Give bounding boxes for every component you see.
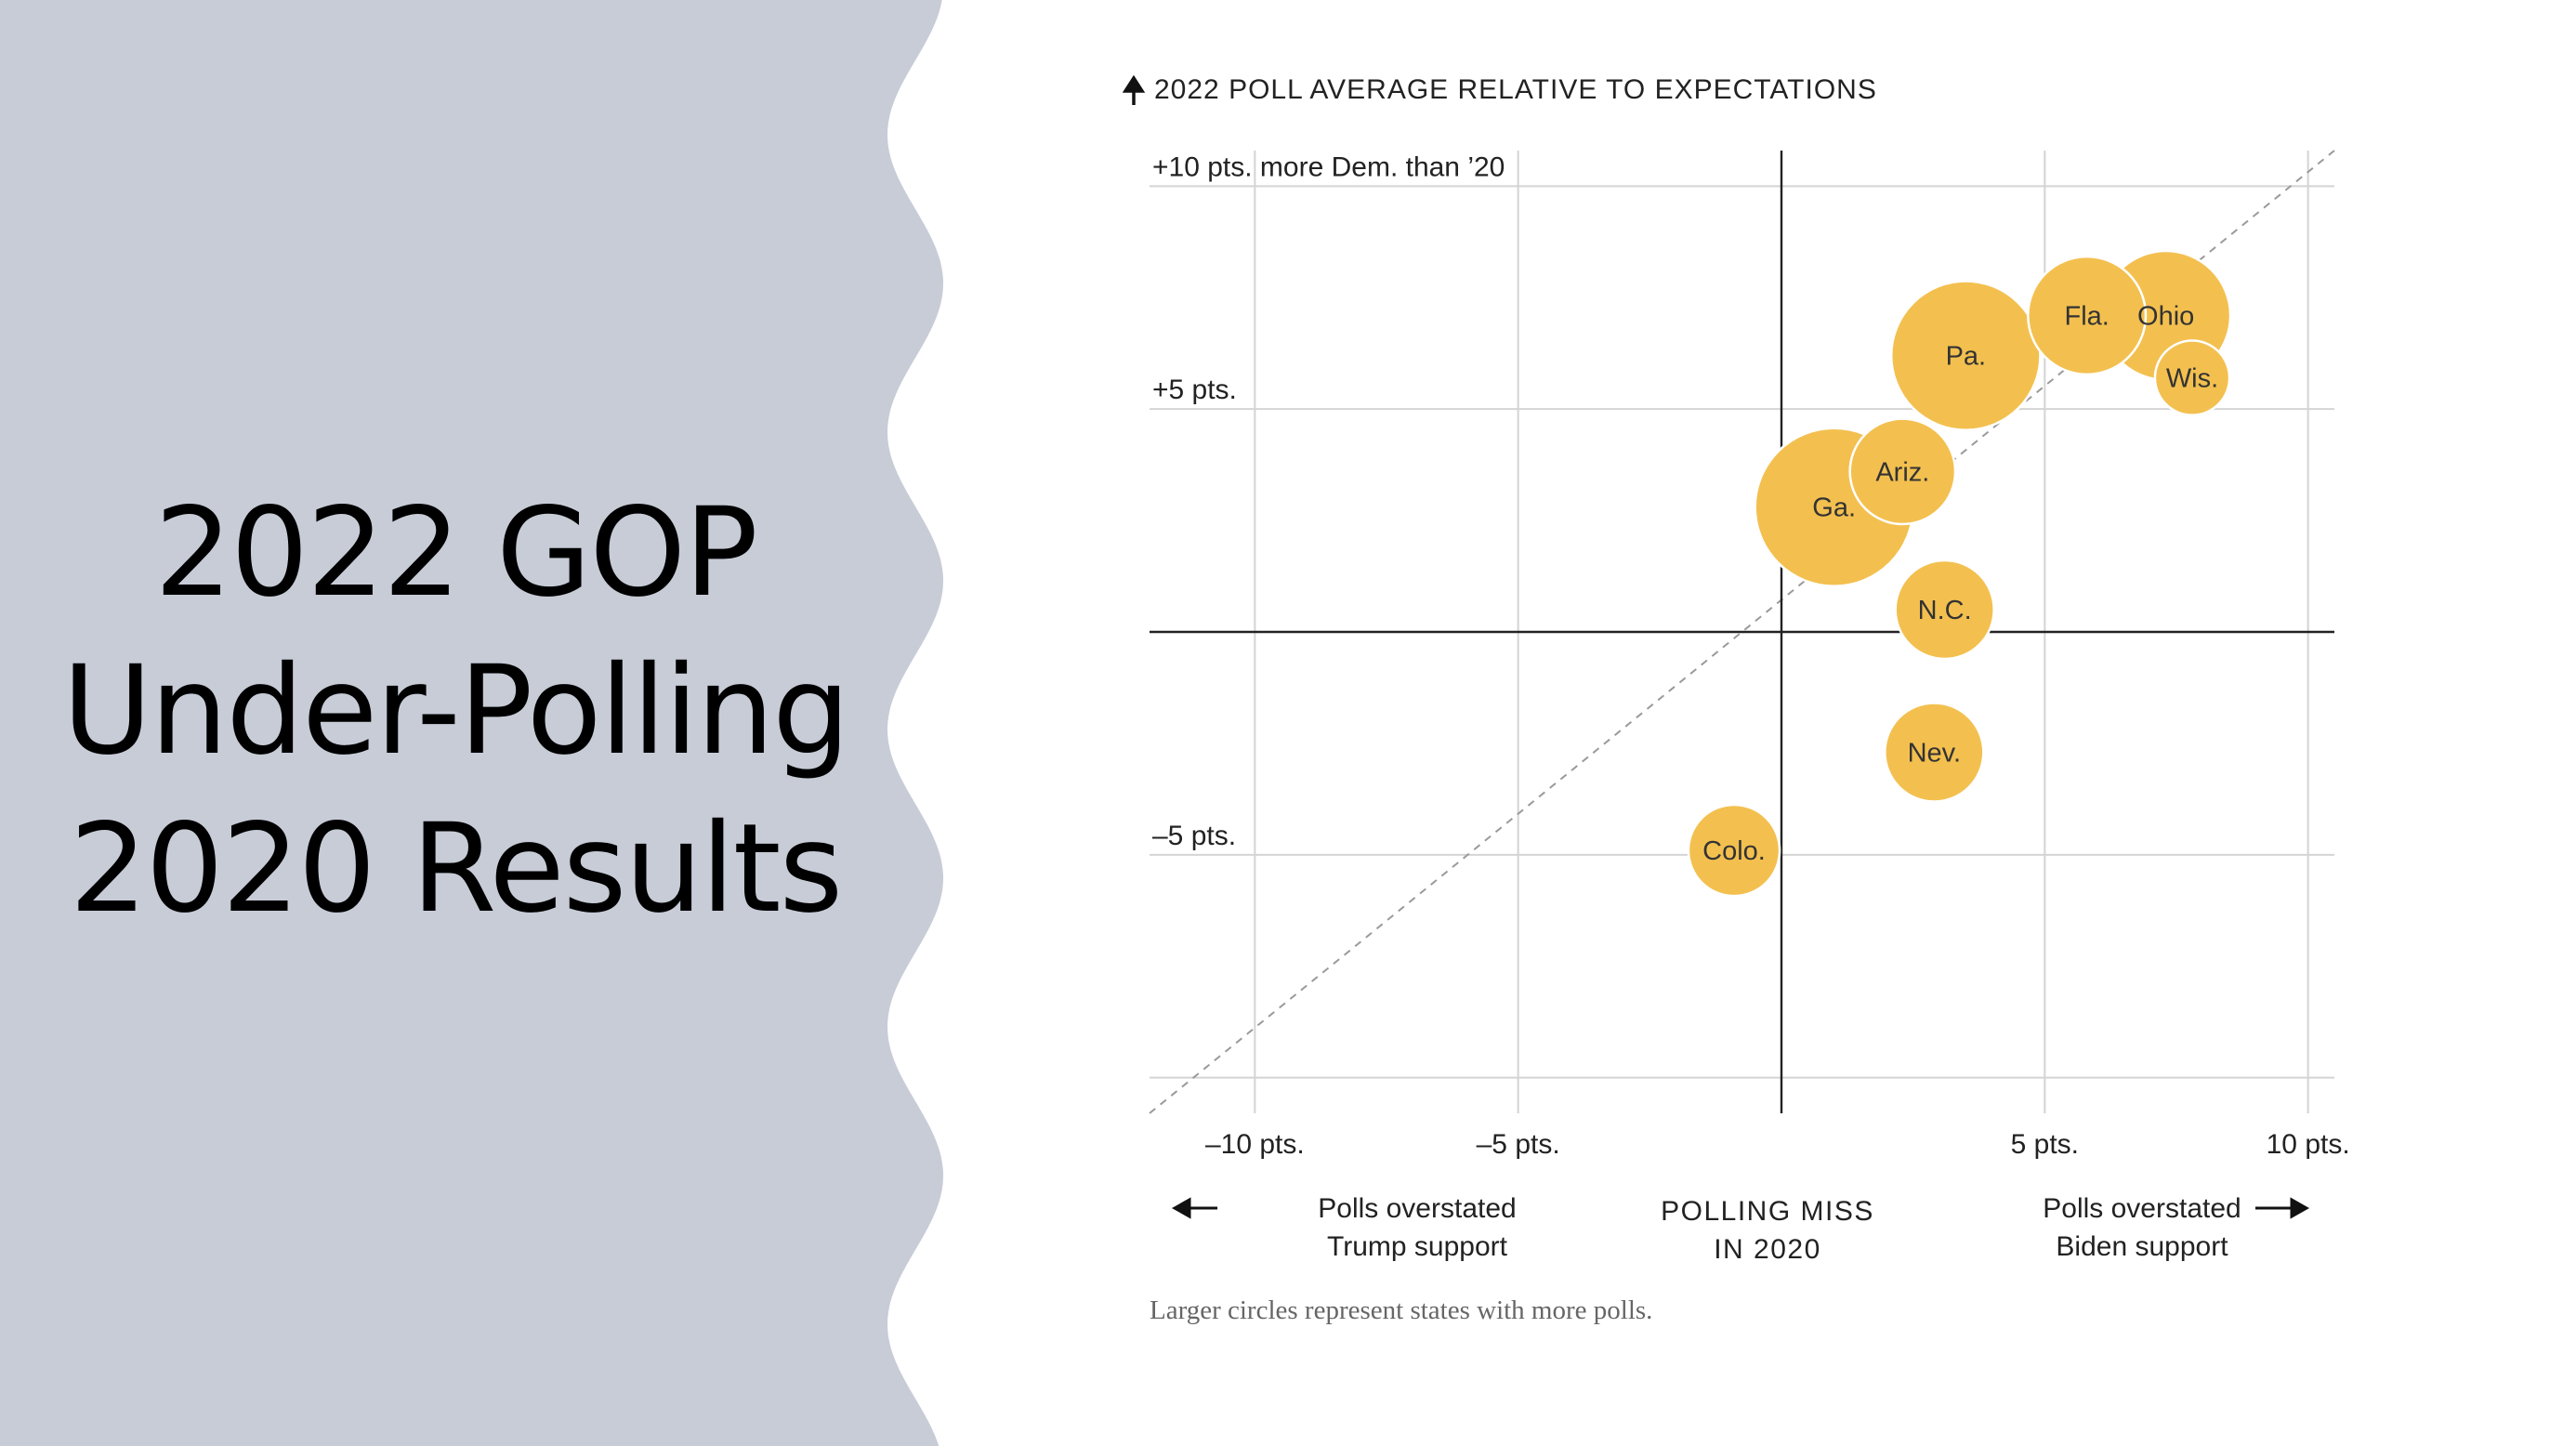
bubble-point (2153, 339, 2231, 416)
bubble-label: Colo. (1702, 836, 1766, 866)
x-annotation-left: Polls overstated Trump support (1171, 1193, 1517, 1262)
slide-title-line-3: 2020 Results (69, 797, 844, 940)
bubble-label: Wis. (2166, 364, 2218, 394)
slide-title: 2022 GOP Under-Polling 2020 Results (0, 474, 911, 948)
bubble-point (1884, 702, 1985, 803)
bubble-point (1848, 417, 1957, 526)
y-tick-label: –5 pts. (1152, 821, 1236, 851)
bubble-label: Pa. (1946, 342, 1987, 372)
up-arrow-icon (1122, 74, 1146, 105)
left-panel-background (0, 0, 943, 1446)
x-tick-label: 5 pts. (2011, 1129, 2079, 1160)
x-tick-label: –5 pts. (1477, 1129, 1560, 1160)
chart-title: 2022 POLL AVERAGE RELATIVE TO EXPECTATIO… (1154, 74, 1877, 105)
x-tick-label: –10 pts. (1205, 1129, 1305, 1160)
x-annotation-left-line-2: Trump support (1327, 1231, 1508, 1262)
x-annotation-right: Polls overstated Biden support (2043, 1193, 2310, 1262)
bubbles: Ariz. Ga. Pa. Fla. Ohio Wis. N.C. Nev. Colo. (1687, 249, 2232, 898)
slide-title-line-2: Under-Polling (62, 639, 850, 782)
x-tick-label: 10 pts. (2267, 1129, 2350, 1160)
bubble-point (2027, 255, 2148, 376)
chart-footnote: Larger circles represent states with mor… (1150, 1295, 1652, 1325)
x-tick-labels: –10 pts. –5 pts. 5 pts. 10 pts. (1205, 1129, 2350, 1160)
x-annotation-right-line-1: Polls overstated (2043, 1193, 2241, 1224)
x-annotation-right-line-2: Biden support (2056, 1231, 2228, 1262)
y-tick-label: +10 pts. more Dem. than ’20 (1152, 151, 1505, 182)
x-annotation-left-line-1: Polls overstated (1318, 1193, 1516, 1224)
right-arrow-icon (2255, 1197, 2310, 1219)
x-axis-label-line-1: POLLING MISS (1661, 1196, 1874, 1227)
y-tick-label: +5 pts. (1152, 375, 1237, 405)
bubble-label: N.C. (1918, 596, 1972, 625)
bubble-label: Ga. (1812, 493, 1856, 523)
bubble-label: Fla. (2064, 301, 2109, 331)
y-tick-labels: +10 pts. more Dem. than ’20 +5 pts. –5 pts… (1152, 151, 1505, 850)
bubble-point (1889, 280, 2042, 432)
bubble-label: Nev. (1908, 739, 1961, 769)
x-axis-label-line-2: IN 2020 (1714, 1234, 1821, 1265)
x-axis-label-group: POLLING MISS IN 2020 (1661, 1196, 1874, 1265)
bubble-point (1894, 559, 1995, 661)
bubble-label: Ohio (2137, 301, 2194, 331)
chart-title-group: 2022 POLL AVERAGE RELATIVE TO EXPECTATIO… (1122, 74, 1877, 105)
left-arrow-icon (1171, 1197, 1217, 1219)
bubble-label: Ariz. (1875, 457, 1929, 487)
wavy-panel-shape (0, 0, 943, 1446)
bubble-chart: +10 pts. more Dem. than ’20 +5 pts. –5 pts… (1122, 74, 2350, 1325)
bubble-point (1687, 803, 1781, 898)
slide-title-line-1: 2022 GOP (154, 481, 758, 624)
